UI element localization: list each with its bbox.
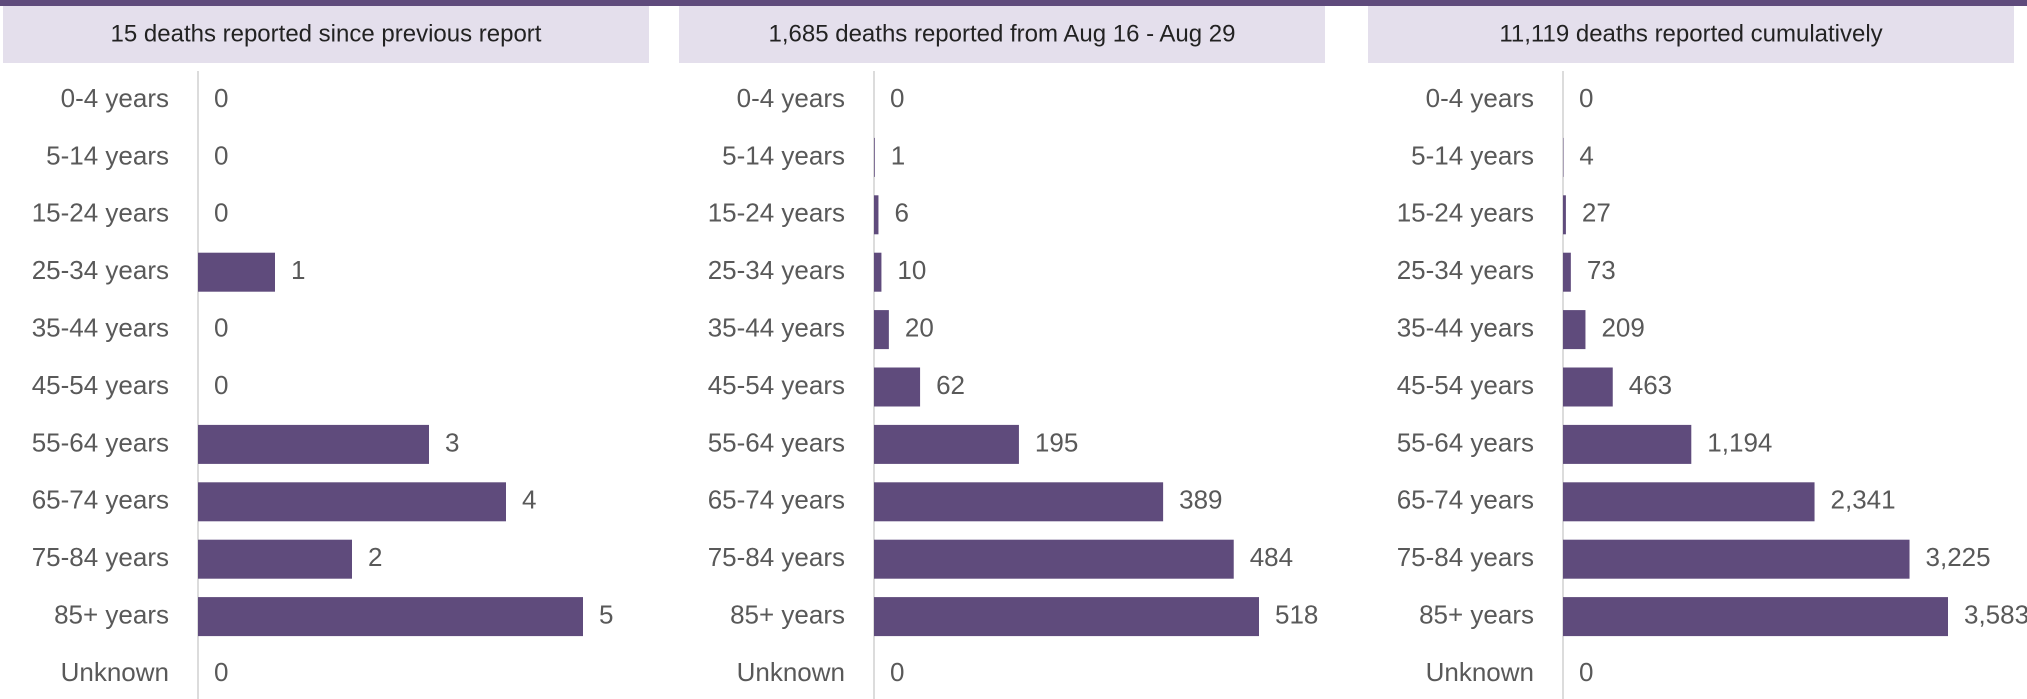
category-label: 55-64 years (708, 427, 845, 457)
value-label: 0 (890, 83, 904, 113)
value-label: 1 (891, 140, 905, 170)
value-label: 5 (599, 599, 613, 629)
category-label: 75-84 years (32, 542, 169, 572)
value-label: 209 (1601, 312, 1644, 342)
value-label: 3 (445, 427, 459, 457)
category-label: 35-44 years (32, 312, 169, 342)
value-label: 389 (1179, 485, 1222, 515)
header-box (3, 6, 649, 63)
category-label: 75-84 years (1397, 542, 1534, 572)
value-label: 0 (890, 657, 904, 687)
bar (1563, 482, 1815, 522)
category-label: 0-4 years (1426, 83, 1534, 113)
bar (198, 424, 429, 464)
bar (874, 539, 1234, 579)
bar (1563, 424, 1692, 464)
category-label: Unknown (61, 657, 169, 687)
bar (874, 424, 1019, 464)
bar (1563, 195, 1566, 235)
chart-title: 1,685 deaths reported from Aug 16 - Aug … (769, 20, 1236, 47)
bar (874, 367, 921, 407)
chart-title: 11,119 deaths reported cumulatively (1499, 20, 1882, 47)
value-label: 0 (1579, 657, 1593, 687)
category-label: 85+ years (54, 599, 169, 629)
value-label: 4 (1579, 140, 1593, 170)
value-label: 0 (214, 657, 228, 687)
value-label: 1 (291, 255, 305, 285)
bar (198, 539, 352, 579)
category-label: 35-44 years (1397, 312, 1534, 342)
category-label: 5-14 years (46, 140, 169, 170)
value-label: 3,583 (1964, 599, 2027, 629)
category-label: 35-44 years (708, 312, 845, 342)
header-box (1368, 6, 2014, 63)
value-label: 27 (1582, 198, 1611, 228)
bar (1563, 597, 1948, 637)
value-label: 20 (905, 312, 934, 342)
value-label: 62 (936, 370, 965, 400)
value-label: 0 (1579, 83, 1593, 113)
top-strip (0, 0, 2027, 6)
bar (874, 252, 882, 292)
bar (874, 482, 1164, 522)
category-label: 55-64 years (1397, 427, 1534, 457)
value-label: 2 (368, 542, 382, 572)
category-label: 25-34 years (32, 255, 169, 285)
category-label: Unknown (737, 657, 845, 687)
value-label: 0 (214, 312, 228, 342)
category-label: 0-4 years (61, 83, 169, 113)
value-label: 10 (897, 255, 926, 285)
bar (874, 137, 875, 177)
category-label: 65-74 years (1397, 485, 1534, 515)
bar (198, 482, 506, 522)
category-label: 55-64 years (32, 427, 169, 457)
value-label: 0 (214, 140, 228, 170)
bar (1563, 539, 1910, 579)
category-label: 85+ years (730, 599, 845, 629)
category-label: 45-54 years (1397, 370, 1534, 400)
value-label: 0 (214, 83, 228, 113)
value-label: 0 (214, 370, 228, 400)
category-label: 45-54 years (708, 370, 845, 400)
category-label: 65-74 years (708, 485, 845, 515)
bar (874, 310, 889, 350)
value-label: 0 (214, 198, 228, 228)
category-label: Unknown (1426, 657, 1534, 687)
category-label: 0-4 years (737, 83, 845, 113)
value-label: 1,194 (1707, 427, 1772, 457)
value-label: 484 (1250, 542, 1293, 572)
category-label: 15-24 years (708, 198, 845, 228)
category-label: 75-84 years (708, 542, 845, 572)
category-label: 45-54 years (32, 370, 169, 400)
value-label: 2,341 (1831, 485, 1896, 515)
value-label: 3,225 (1926, 542, 1991, 572)
value-label: 73 (1587, 255, 1616, 285)
category-label: 15-24 years (1397, 198, 1534, 228)
value-label: 463 (1629, 370, 1672, 400)
header-box (679, 6, 1325, 63)
value-label: 6 (894, 198, 908, 228)
chart-title: 15 deaths reported since previous report (111, 20, 542, 47)
value-label: 4 (522, 485, 536, 515)
bar (1563, 367, 1613, 407)
bar (198, 252, 275, 292)
category-label: 5-14 years (722, 140, 845, 170)
category-label: 25-34 years (708, 255, 845, 285)
category-label: 25-34 years (1397, 255, 1534, 285)
bar (198, 597, 583, 637)
bar (1563, 310, 1586, 350)
value-label: 518 (1275, 599, 1318, 629)
category-label: 5-14 years (1411, 140, 1534, 170)
bar (874, 195, 879, 235)
bar (874, 597, 1259, 637)
category-label: 15-24 years (32, 198, 169, 228)
value-label: 195 (1035, 427, 1078, 457)
category-label: 85+ years (1419, 599, 1534, 629)
bar (1563, 252, 1571, 292)
category-label: 65-74 years (32, 485, 169, 515)
